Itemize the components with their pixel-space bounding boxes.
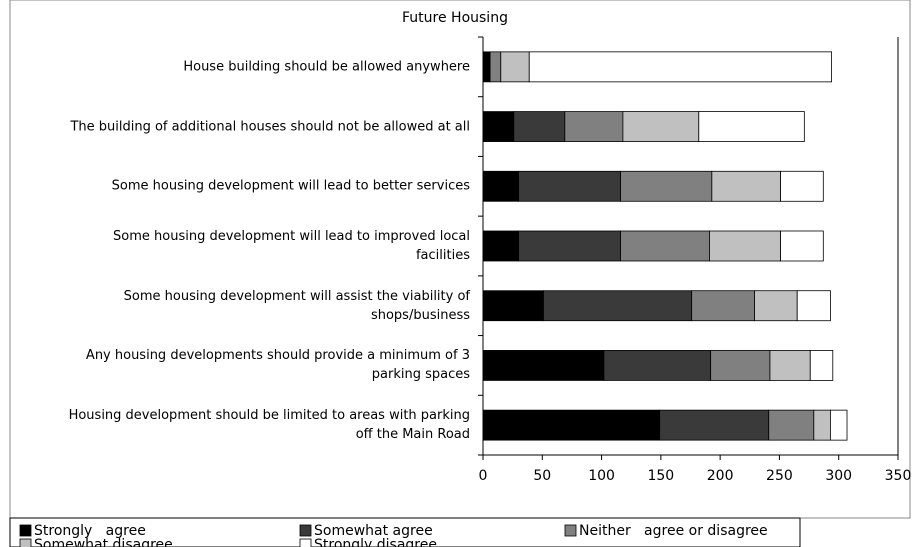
x-tick-label: 100	[588, 468, 615, 484]
category-label: Some housing development will lead to be…	[111, 178, 470, 194]
bar-segment	[780, 170, 824, 202]
x-tick-label: 50	[533, 468, 551, 484]
bar-segment	[768, 409, 815, 441]
legend-label: Strongly disagree	[314, 537, 437, 547]
bar-segment	[659, 409, 770, 441]
x-tick-label: 200	[707, 468, 734, 484]
legend-swatch	[19, 524, 32, 537]
bar-segment	[830, 409, 848, 441]
legend-label: Somewhat agree	[314, 523, 433, 539]
legend-label: Strongly agree	[34, 523, 146, 539]
bar-segment	[518, 170, 621, 202]
category-label: Some housing development will assist the…	[123, 288, 470, 323]
bar-segment	[518, 230, 621, 262]
bar-segment	[709, 230, 782, 262]
bar-segment	[482, 51, 491, 83]
bar-segment	[754, 290, 798, 322]
category-label: Some housing development will lead to im…	[113, 229, 470, 263]
bar-segment	[620, 230, 710, 262]
bar-segment	[528, 51, 833, 83]
legend-swatch	[299, 524, 312, 537]
bar-segment	[769, 350, 811, 381]
bar-segment	[543, 290, 693, 322]
bar-segment	[482, 350, 605, 381]
bar-segment	[698, 111, 805, 142]
legend-box	[9, 517, 801, 547]
category-label: Housing development should be limited to…	[68, 408, 470, 443]
bar-segment	[780, 230, 824, 262]
x-tick-label: 150	[647, 468, 674, 484]
bar-segment	[482, 230, 519, 262]
legend-label: Somewhat disagree	[34, 537, 173, 547]
x-tick-label: 300	[825, 468, 852, 484]
chart-title: Future Housing	[402, 10, 508, 26]
bar-segment	[513, 111, 566, 142]
legend-swatch	[299, 538, 312, 547]
bar-segment	[500, 51, 530, 83]
x-tick-label: 350	[885, 468, 912, 484]
legend-label: Neither agree or disagree	[579, 523, 768, 539]
bar-segment	[489, 51, 502, 83]
bar-segment	[482, 409, 661, 441]
bar-segment	[710, 350, 771, 381]
bar-segment	[809, 350, 834, 381]
bar-segment	[622, 111, 700, 142]
bar-segment	[564, 111, 624, 142]
bar-segment	[691, 290, 755, 322]
bar-segment	[482, 290, 544, 322]
x-tick-label: 250	[766, 468, 793, 484]
bar-segment	[813, 409, 831, 441]
category-label: House building should be allowed anywher…	[183, 59, 470, 75]
category-label: The building of additional houses should…	[70, 119, 470, 135]
bar-segment	[603, 350, 712, 381]
legend-swatch	[564, 524, 577, 537]
x-tick-label: 0	[479, 468, 488, 484]
bar-segment	[796, 290, 831, 322]
bar-segment	[711, 170, 782, 202]
bar-segment	[620, 170, 713, 202]
category-label: Any housing developments should provide …	[85, 348, 470, 383]
legend-swatch	[19, 538, 32, 547]
bar-segment	[482, 111, 515, 142]
bar-segment	[482, 170, 519, 202]
